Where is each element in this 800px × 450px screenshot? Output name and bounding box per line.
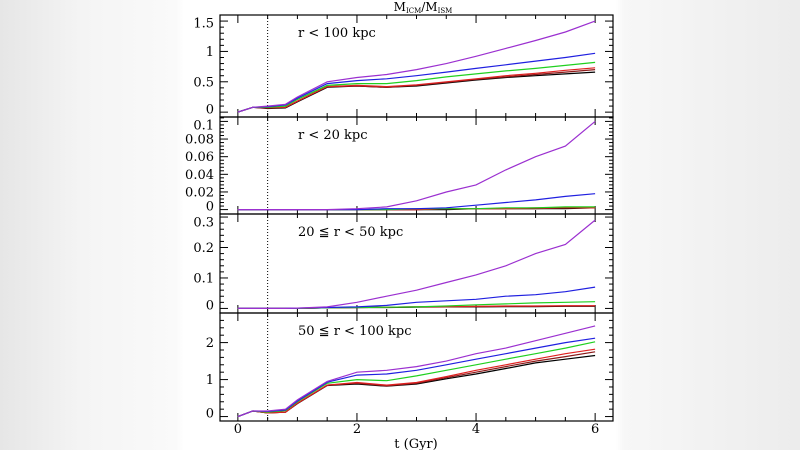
chart-title: MICM/MISM <box>394 0 453 15</box>
panel-label: 50 ≦ r < 100 kpc <box>298 324 412 339</box>
y-tick-label: 1 <box>206 373 214 388</box>
y-tick-label: 0.1 <box>193 119 214 134</box>
series-line-6 <box>237 71 596 113</box>
y-tick-label: 0.3 <box>193 216 214 231</box>
y-tick-label: 0 <box>206 200 214 215</box>
panel-label: r < 100 kpc <box>298 26 376 41</box>
y-tick-label: 0.2 <box>193 241 214 256</box>
y-tick-label: 1.5 <box>193 17 214 32</box>
y-tick-label: 0.1 <box>193 272 214 287</box>
y-tick-label: 0.08 <box>185 133 214 148</box>
series-line-4 <box>237 67 596 113</box>
y-tick-label: 1 <box>206 45 214 60</box>
series-line-1 <box>237 325 596 418</box>
panel-2: 00.02 0.04 0.06 0.080.1 r < 20 kpc <box>185 116 614 215</box>
x-tick-label: 0 <box>234 422 242 437</box>
series-line-1 <box>237 20 596 113</box>
series-line-1 <box>237 120 596 211</box>
y-tick-label: 0 <box>206 299 214 314</box>
panel-frame <box>219 213 614 314</box>
panel-label: 20 ≦ r < 50 kpc <box>298 225 403 240</box>
panel-4: 0 1 2 50 ≦ r < 100 kpc <box>206 312 614 422</box>
x-tick-label: 6 <box>591 422 599 437</box>
panel-1: 0 0.5 1 1.5 r < 100 kpc <box>193 14 614 118</box>
y-tick-label: 0.5 <box>193 75 214 90</box>
panel-3: 0 0.1 0.2 0.3 20 ≦ r < 50 kpc <box>193 213 614 314</box>
y-tick-label: 0.06 <box>185 150 214 165</box>
y-tick-label: 0 <box>206 103 214 118</box>
panel-frame <box>219 116 614 215</box>
series-line-4 <box>237 348 596 418</box>
panel-label: r < 20 kpc <box>298 128 368 143</box>
y-tick-label: 2 <box>206 336 214 351</box>
series-line-1 <box>237 219 596 309</box>
y-tick-label: 0.04 <box>185 168 214 183</box>
series-line-3 <box>237 341 596 418</box>
y-tick-label: 0.02 <box>185 186 214 201</box>
y-tick-label: 0 <box>206 407 214 422</box>
series-line-3 <box>237 61 596 113</box>
x-tick-label: 4 <box>472 422 480 437</box>
x-tick-label: 2 <box>353 422 361 437</box>
x-axis-label: t (Gyr) <box>394 437 437 450</box>
